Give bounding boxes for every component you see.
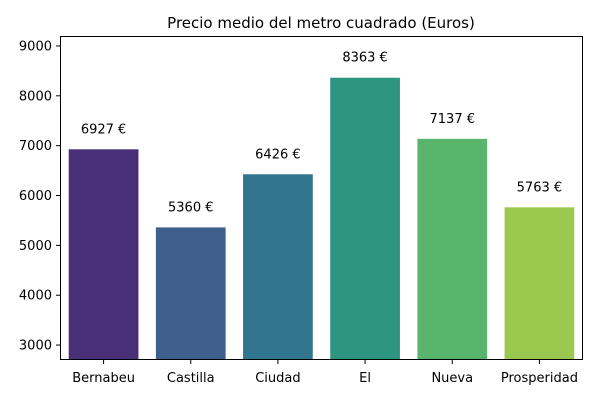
y-tick-label: 7000 bbox=[19, 139, 52, 154]
x-tick-label-el: El bbox=[359, 371, 371, 386]
x-tick-label-nueva: Nueva bbox=[431, 371, 473, 386]
bar-el bbox=[330, 77, 400, 361]
y-tick-label: 6000 bbox=[19, 189, 52, 204]
y-axis: 3000 4000 5000 6000 7000 8000 9000 bbox=[19, 39, 60, 354]
data-label-el: 8363 € bbox=[342, 51, 388, 66]
data-label-nueva: 7137 € bbox=[430, 112, 476, 127]
bar-nueva bbox=[417, 138, 488, 360]
chart-title: Precio medio del metro cuadrado (Euros) bbox=[167, 14, 475, 32]
y-tick-label: 5000 bbox=[19, 239, 52, 254]
x-axis: Bernabeu Castilla Ciudad El Nueva Prosperidad bbox=[72, 360, 578, 386]
data-label-ciudad: 6426 € bbox=[255, 147, 301, 162]
bars-layer bbox=[68, 77, 575, 361]
plot-frame bbox=[60, 36, 583, 360]
x-tick-label-bernabeu: Bernabeu bbox=[72, 371, 135, 386]
data-label-prosperidad: 5763 € bbox=[517, 180, 563, 195]
x-tick-label-castilla: Castilla bbox=[167, 371, 215, 386]
bar-prosperidad bbox=[504, 207, 575, 360]
x-tick-label-ciudad: Ciudad bbox=[255, 371, 300, 386]
bar-ciudad bbox=[243, 174, 313, 360]
data-label-bernabeu: 6927 € bbox=[81, 122, 127, 137]
y-tick-label: 9000 bbox=[19, 39, 52, 54]
y-tick-label: 4000 bbox=[19, 289, 52, 304]
data-labels-layer: 6927 € 5360 € 6426 € 8363 € 7137 € 5763 € bbox=[81, 51, 562, 216]
x-tick-label-prosperidad: Prosperidad bbox=[501, 371, 578, 386]
data-label-castilla: 5360 € bbox=[168, 200, 214, 215]
bar-bernabeu bbox=[68, 149, 139, 360]
y-tick-label: 8000 bbox=[19, 89, 52, 104]
bar-castilla bbox=[155, 227, 226, 360]
y-tick-label: 3000 bbox=[19, 339, 52, 354]
